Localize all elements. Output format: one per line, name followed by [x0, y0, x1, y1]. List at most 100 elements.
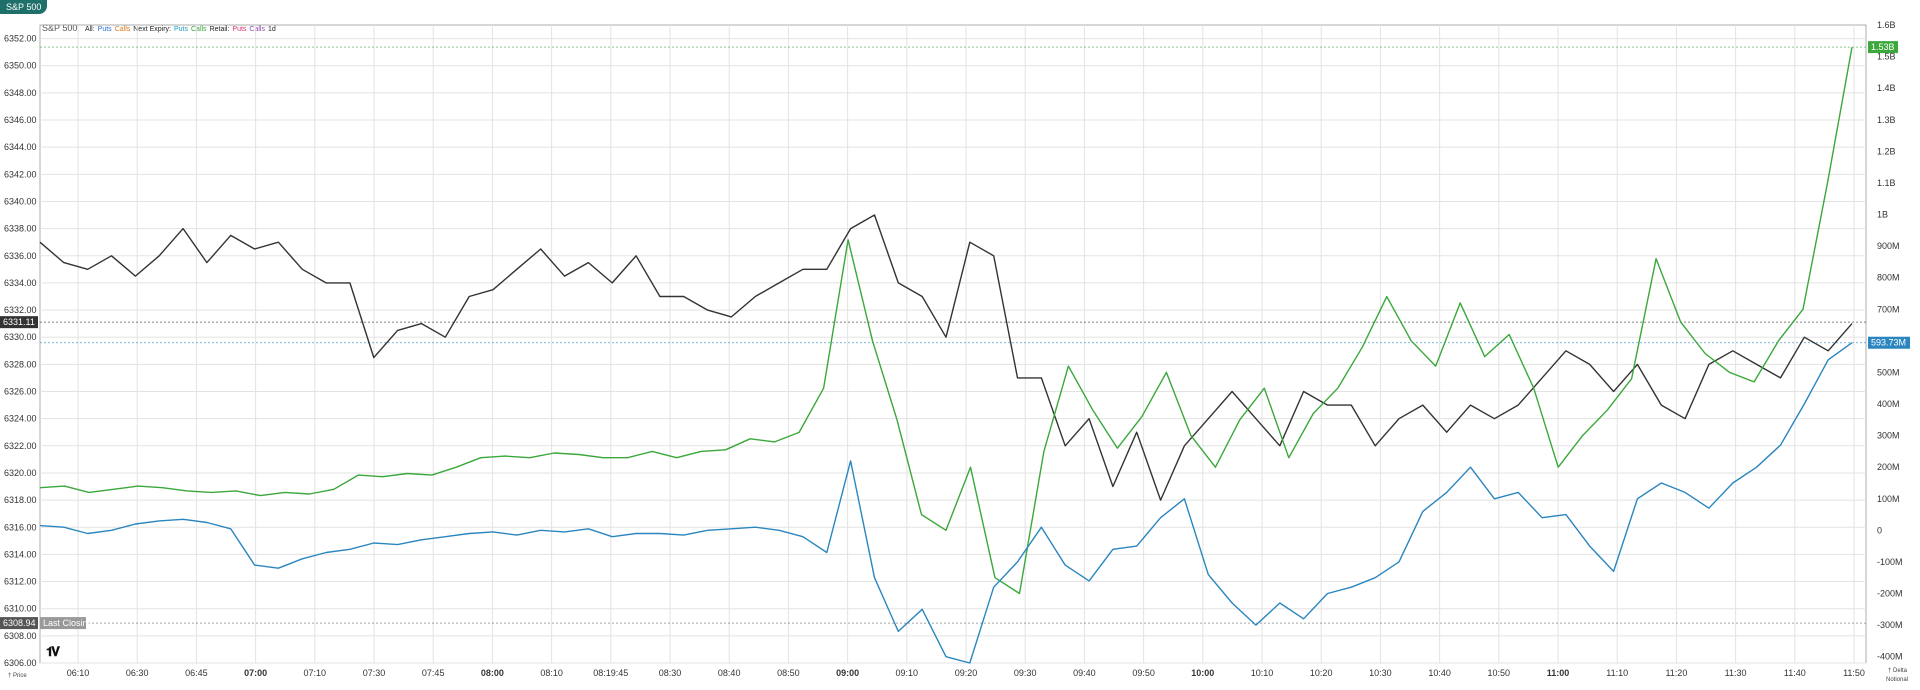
- time-tick-label: 07:45: [422, 668, 445, 678]
- legend-item[interactable]: Calls: [114, 26, 131, 33]
- series-line[interactable]: [39, 46, 1853, 595]
- notional-tick-label: 1.4B: [1877, 83, 1896, 93]
- price-tick-label: 6310.00: [4, 604, 37, 614]
- chart-legend: S&P 500 All: Puts Calls Next Expiry: Puts Cal…: [42, 23, 282, 33]
- time-tick-label: 10:50: [1488, 668, 1511, 678]
- grid-lines: [39, 24, 1867, 664]
- time-tick-label: 06:45: [185, 668, 208, 678]
- legend-item[interactable]: Calls: [249, 26, 265, 33]
- legend-item[interactable]: Calls: [191, 26, 207, 33]
- time-tick-label: 08:00: [481, 668, 504, 678]
- time-tick-label: 11:10: [1606, 668, 1628, 678]
- notional-calls-value-badge-bg: [1868, 41, 1898, 54]
- price-tick-label: 6346.00: [4, 115, 37, 125]
- axes: 6306.00 6308.00 6310.00 6312.00 6314.00 6316.…: [0, 20, 1910, 678]
- price-tick-label: 6344.00: [4, 142, 37, 152]
- price-tick-label: 6352.00: [4, 34, 37, 44]
- last-closing-value-badge: 6308.94: [3, 618, 36, 628]
- tradingview-logo-icon: 𝟏𝐕: [46, 644, 60, 659]
- time-tick-label: 09:30: [1014, 668, 1037, 678]
- legend-title: S&P 500: [42, 23, 78, 33]
- notional-tick-label: 800M: [1877, 273, 1900, 283]
- time-tick-label: 11:50: [1843, 668, 1865, 678]
- legend-item[interactable]: Puts: [173, 26, 188, 33]
- notional-tick-label: -300M: [1877, 620, 1903, 630]
- notional-puts-value-badge-bg: [1868, 336, 1910, 349]
- index-badge[interactable]: S&P 500: [0, 0, 48, 14]
- time-tick-label: 11:00: [1547, 668, 1570, 678]
- price-tick-label: 6312.00: [4, 577, 37, 587]
- notional-tick-label: -200M: [1877, 589, 1903, 599]
- time-tick-label: 09:50: [1132, 668, 1155, 678]
- time-tick-label: 11:20: [1665, 668, 1687, 678]
- notional-tick-label: 1.1B: [1877, 178, 1896, 188]
- notional-tick-label: 900M: [1877, 241, 1900, 251]
- notional-tick-label: 1.5B: [1877, 52, 1896, 62]
- time-tick-label: 09:40: [1073, 668, 1096, 678]
- time-tick-label: 07:00: [244, 668, 267, 678]
- price-tick-label: 6326.00: [4, 387, 37, 397]
- notional-axis-caption-2: Notional: [1886, 677, 1909, 683]
- price-tick-label: 6316.00: [4, 522, 37, 532]
- time-tick-label: 10:20: [1310, 668, 1333, 678]
- price-tick-label: 6348.00: [4, 88, 37, 98]
- price-tick-label: 6308.00: [4, 631, 37, 641]
- time-tick-label: 08:40: [718, 668, 741, 678]
- notional-axis-caption-1: † Delta: [1888, 668, 1908, 674]
- time-tick-label: 07:10: [304, 668, 327, 678]
- time-tick-label: 08:30: [659, 668, 682, 678]
- legend-group-label: All:: [84, 26, 95, 33]
- series-line[interactable]: [39, 214, 1853, 501]
- time-tick-label: 09:10: [896, 668, 919, 678]
- time-tick-label: 11:30: [1725, 668, 1747, 678]
- chart-marks: [39, 46, 1853, 664]
- price-tick-label: 6336.00: [4, 251, 37, 261]
- notional-tick-label: 400M: [1877, 399, 1900, 409]
- time-tick-label: 10:10: [1251, 668, 1274, 678]
- price-tick-label: 6322.00: [4, 441, 37, 451]
- legend-item[interactable]: Puts: [97, 26, 112, 33]
- time-tick-label: 08:50: [777, 668, 800, 678]
- price-tick-label: 6338.00: [4, 224, 37, 234]
- time-tick-label: 10:30: [1369, 668, 1392, 678]
- notional-tick-label: 1.6B: [1877, 20, 1896, 30]
- last-closing-tag: Last Closing: [43, 618, 93, 628]
- time-tick-label: 08:10: [540, 668, 563, 678]
- notional-puts-value-badge: 593.73M: [1871, 338, 1906, 348]
- price-tick-label: 6318.00: [4, 495, 37, 505]
- notional-tick-label: 200M: [1877, 462, 1900, 472]
- legend-group-label: Next Expiry:: [133, 26, 171, 33]
- price-tick-label: 6340.00: [4, 196, 37, 206]
- notional-tick-label: 100M: [1877, 494, 1900, 504]
- legend-groups: All: Puts Calls Next Expiry: Puts Calls Retail…: [85, 26, 279, 33]
- price-tick-label: 6342.00: [4, 169, 37, 179]
- legend-item[interactable]: Puts: [232, 26, 247, 33]
- last-closing-value-badge-bg: [0, 617, 38, 630]
- notional-tick-label: 1.2B: [1877, 146, 1896, 156]
- time-tick-label: 07:30: [363, 668, 386, 678]
- time-tick-label: 06:30: [126, 668, 149, 678]
- notional-tick-label: 1.3B: [1877, 115, 1896, 125]
- series-line[interactable]: [39, 342, 1853, 664]
- price-tick-label: 6334.00: [4, 278, 37, 288]
- notional-tick-label: 0: [1877, 525, 1882, 535]
- time-tick-label: 08:19:45: [593, 668, 628, 678]
- price-tick-label: 6328.00: [4, 359, 37, 369]
- current-price-badge-bg: [0, 316, 38, 329]
- price-tick-label: 6350.00: [4, 61, 37, 71]
- price-tick-label: 6314.00: [4, 549, 37, 559]
- notional-tick-label: 500M: [1877, 367, 1900, 377]
- notional-tick-label: 1B: [1877, 210, 1888, 220]
- time-tick-label: 06:10: [67, 668, 90, 678]
- time-tick-label: 10:40: [1428, 668, 1451, 678]
- price-tick-label: 6324.00: [4, 414, 37, 424]
- notional-calls-value-badge: 1.53B: [1871, 42, 1895, 52]
- notional-tick-label: -400M: [1877, 652, 1903, 662]
- price-tick-label: 6330.00: [4, 332, 37, 342]
- time-tick-label: 11:40: [1784, 668, 1806, 678]
- price-tick-label: 6320.00: [4, 468, 37, 478]
- notional-tick-label: -100M: [1877, 557, 1903, 567]
- notional-tick-label: 700M: [1877, 304, 1900, 314]
- price-tick-label: 6306.00: [4, 658, 37, 668]
